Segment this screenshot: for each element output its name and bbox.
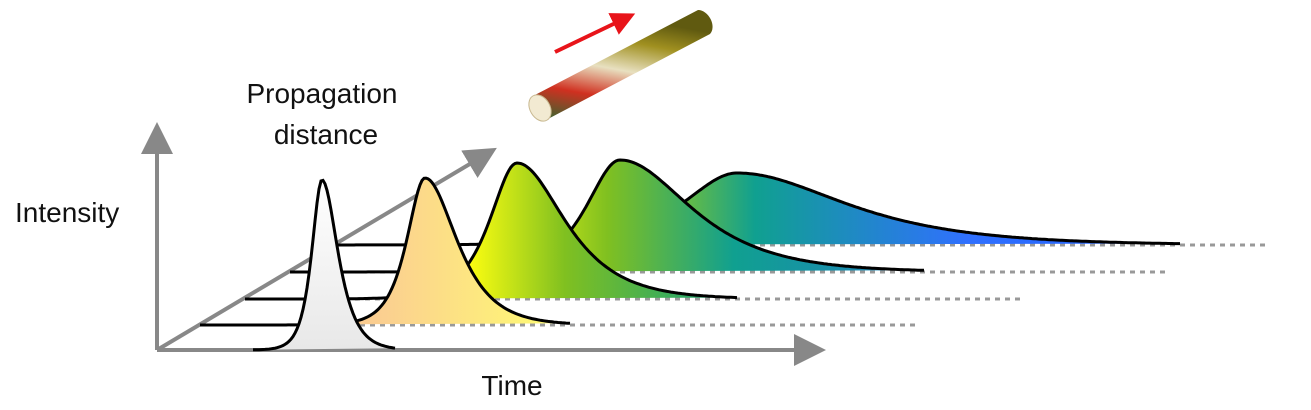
pulse-outline (200, 176, 571, 327)
pulse-fill (330, 173, 1180, 245)
pulse-fill (200, 178, 570, 325)
time-label: Time (481, 370, 542, 401)
intensity-label: Intensity (15, 197, 119, 228)
pulse-fill (245, 163, 737, 299)
pulse-outline (253, 178, 396, 352)
pulses (200, 158, 1180, 352)
fiber (528, 9, 713, 122)
distance-label: Propagation (246, 78, 397, 109)
pulse-fill (253, 180, 395, 350)
pulse-fill (290, 160, 924, 272)
pulse-outline (290, 158, 924, 274)
distance-label: distance (274, 119, 378, 150)
pulse-outline (330, 171, 1180, 247)
